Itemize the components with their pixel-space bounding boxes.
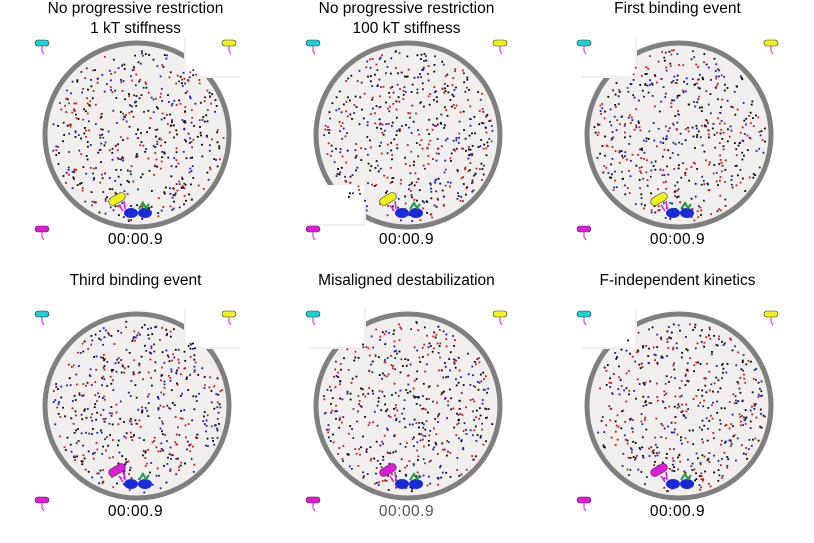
chamber-step: [310, 185, 366, 226]
yellow-protein-icon: [492, 310, 508, 326]
motor-complex: [118, 200, 152, 218]
simulation-panel-3: First binding event 00:00.9: [542, 0, 813, 271]
panel-title: Misaligned destabilization: [318, 272, 495, 289]
timer-readout: 00:00.9: [378, 231, 435, 248]
particle-cloud: [593, 49, 766, 222]
simulation-snapshot: [576, 308, 779, 512]
simulation-snapshot: [576, 37, 779, 241]
chamber-step: [184, 37, 240, 78]
simulation-panel-6: F-independent kinetics 00:00.9: [542, 271, 813, 542]
cyan-protein-icon: [34, 310, 50, 326]
chamber-step: [581, 308, 637, 349]
particle-cloud: [52, 320, 223, 494]
yellow-protein-icon: [221, 39, 237, 55]
simulation-snapshot: [305, 39, 508, 241]
yellow-protein-icon: [763, 39, 779, 55]
particle-cloud: [323, 50, 494, 222]
chamber-wall: [42, 311, 232, 501]
chamber-step: [184, 308, 240, 349]
yellow-protein-icon: [763, 310, 779, 326]
panel-title: No progressive restriction 100 kT stiffn…: [318, 0, 495, 37]
magenta-protein-icon: [576, 496, 592, 512]
motor-complex: [389, 200, 423, 218]
chamber-opening: [310, 185, 365, 225]
motor-complex: [660, 200, 694, 218]
simulation-snapshot: [34, 308, 240, 512]
cyan-protein-icon: [576, 310, 592, 326]
simulation-panel-4: Third binding event 00:00.9: [0, 271, 271, 542]
simulation-panel-5: Misaligned destabilization 00:00.9: [271, 271, 542, 542]
cyan-protein-icon: [34, 39, 50, 55]
timer-readout: 00:00.9: [649, 503, 706, 520]
chamber-step: [581, 37, 637, 78]
timer-readout: 00:00.9: [107, 231, 164, 248]
yellow-protein-icon: [221, 310, 237, 326]
magenta-protein-icon: [576, 225, 592, 241]
panel-title: Third binding event: [69, 272, 202, 289]
motor-complex: [389, 471, 423, 489]
panel-title: No progressive restriction 1 kT stiffnes…: [47, 0, 224, 37]
motor-complex: [118, 471, 152, 489]
particle-cloud: [52, 50, 225, 222]
simulation-snapshot: [34, 37, 240, 241]
simulation-panel-2: No progressive restriction 100 kT stiffn…: [271, 0, 542, 271]
simulation-snapshot: [305, 308, 508, 512]
cyan-protein-icon: [305, 39, 321, 55]
bound-protein: [650, 192, 668, 206]
simulation-panel-1: No progressive restriction 1 kT stiffnes…: [0, 0, 271, 271]
yellow-protein-icon: [492, 39, 508, 55]
cyan-protein-icon: [305, 310, 321, 326]
cyan-protein-icon: [576, 39, 592, 55]
panel-title: F-independent kinetics: [599, 272, 756, 289]
particle-cloud: [597, 323, 766, 493]
chamber-step: [310, 308, 366, 349]
timer-readout: 00:00.9: [378, 503, 435, 520]
timer-readout: 00:00.9: [649, 231, 706, 248]
magenta-protein-icon: [34, 225, 50, 241]
panel-title: First binding event: [614, 0, 741, 17]
bound-protein: [379, 192, 397, 206]
motor-complex: [660, 471, 694, 489]
chamber-wall: [313, 40, 503, 230]
magenta-protein-icon: [34, 496, 50, 512]
bound-protein: [108, 192, 126, 206]
bound-protein: [379, 463, 397, 477]
magenta-protein-icon: [305, 496, 321, 512]
magenta-protein-icon: [305, 225, 321, 241]
timer-readout: 00:00.9: [107, 503, 164, 520]
particle-cloud: [323, 321, 494, 493]
bound-protein: [108, 463, 126, 477]
bound-protein: [650, 463, 668, 477]
